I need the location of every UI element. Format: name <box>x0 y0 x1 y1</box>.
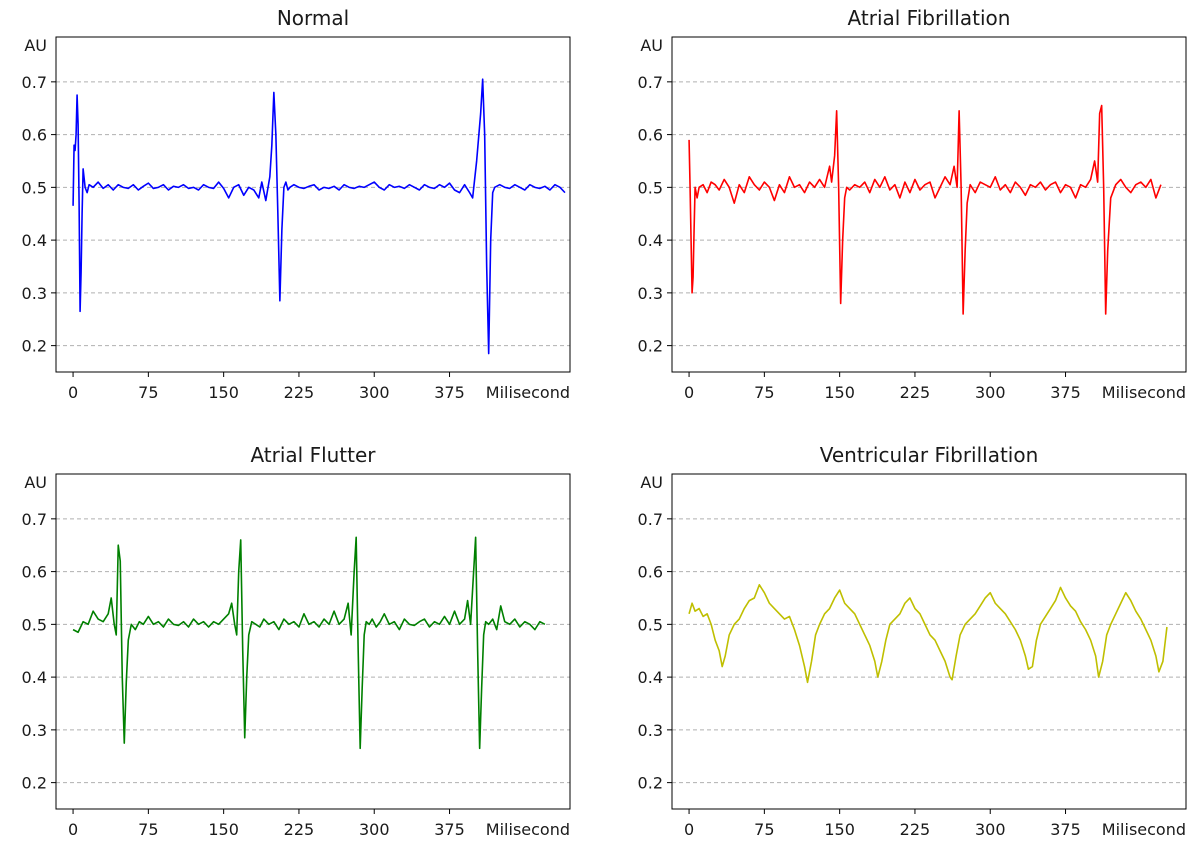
x-tick-label: 150 <box>208 383 239 402</box>
x-axis-label: Milisecond <box>1102 820 1186 839</box>
chart-title: Atrial Flutter <box>250 443 376 467</box>
series-line-atrial-flutter <box>72 536 546 750</box>
y-tick-label: 0.5 <box>638 615 663 634</box>
y-tick-label: 0.2 <box>638 774 663 793</box>
panel-ventricular-fibrillation: 0.2 0.3 0.4 0.5 0.6 0.7 0 75 150 225 300 375 Milisec… <box>638 443 1187 839</box>
y-tick-label: 0.2 <box>638 337 663 356</box>
chart-title: Ventricular Fibrillation <box>820 443 1039 467</box>
x-tick-label: 375 <box>1050 383 1081 402</box>
y-axis-label: AU <box>640 473 663 492</box>
x-tick-label: 0 <box>684 383 694 402</box>
x-tick-label: 225 <box>284 820 315 839</box>
chart-title: Normal <box>277 6 349 30</box>
y-tick-label: 0.7 <box>638 73 663 92</box>
x-tick-label: 150 <box>824 383 855 402</box>
x-tick-label: 375 <box>434 383 465 402</box>
plot-frame <box>55 36 571 373</box>
y-tick-label: 0.6 <box>22 126 47 145</box>
plot-frame <box>671 473 1187 810</box>
x-axis-label: Milisecond <box>1102 383 1186 402</box>
x-tick-label: 150 <box>824 820 855 839</box>
y-tick-label: 0.3 <box>22 284 47 303</box>
x-tick-label: 300 <box>975 820 1006 839</box>
series-line-ventricular-fibrillation <box>688 583 1168 684</box>
y-tick-label: 0.6 <box>638 126 663 145</box>
y-tick-label: 0.4 <box>22 231 47 250</box>
y-tick-label: 0.2 <box>22 337 47 356</box>
y-tick-label: 0.4 <box>638 231 663 250</box>
y-tick-label: 0.5 <box>638 178 663 197</box>
panel-atrial-flutter: 0.2 0.3 0.4 0.5 0.6 0.7 0 75 150 225 300 375 Milisec… <box>22 443 571 839</box>
y-tick-label: 0.5 <box>22 615 47 634</box>
y-axis-label: AU <box>24 473 47 492</box>
series-line-normal <box>72 78 566 355</box>
x-tick-label: 225 <box>900 820 931 839</box>
x-tick-label: 150 <box>208 820 239 839</box>
x-tick-label: 0 <box>68 820 78 839</box>
x-tick-label: 75 <box>138 820 158 839</box>
x-tick-label: 225 <box>284 383 315 402</box>
y-tick-label: 0.7 <box>22 73 47 92</box>
plot-frame <box>55 473 571 810</box>
y-tick-label: 0.3 <box>638 284 663 303</box>
y-tick-label: 0.3 <box>22 721 47 740</box>
panel-atrial-fibrillation: 0.2 0.3 0.4 0.5 0.6 0.7 0 75 150 225 300 375 Milisec… <box>638 6 1187 402</box>
y-axis-label: AU <box>24 36 47 55</box>
y-tick-label: 0.3 <box>638 721 663 740</box>
x-tick-label: 300 <box>975 383 1006 402</box>
x-tick-label: 75 <box>138 383 158 402</box>
plot-frame <box>671 36 1187 373</box>
y-tick-label: 0.7 <box>22 510 47 529</box>
y-tick-label: 0.6 <box>638 563 663 582</box>
x-axis-label: Milisecond <box>486 820 570 839</box>
x-tick-label: 375 <box>434 820 465 839</box>
x-tick-label: 300 <box>359 820 390 839</box>
x-tick-label: 375 <box>1050 820 1081 839</box>
y-tick-label: 0.7 <box>638 510 663 529</box>
y-tick-label: 0.2 <box>22 774 47 793</box>
y-tick-label: 0.4 <box>638 668 663 687</box>
panel-normal: 0.2 0.3 0.4 0.5 0.6 0.7 0 75 150 225 300 375 Milisec… <box>22 6 571 402</box>
x-tick-label: 0 <box>68 383 78 402</box>
y-tick-label: 0.5 <box>22 178 47 197</box>
x-tick-label: 75 <box>754 820 774 839</box>
y-axis-label: AU <box>640 36 663 55</box>
x-axis-label: Milisecond <box>486 383 570 402</box>
series-line-atrial-fibrillation <box>688 104 1162 315</box>
y-tick-label: 0.6 <box>22 563 47 582</box>
x-tick-label: 225 <box>900 383 931 402</box>
chart-title: Atrial Fibrillation <box>848 6 1011 30</box>
x-tick-label: 0 <box>684 820 694 839</box>
x-tick-label: 75 <box>754 383 774 402</box>
x-tick-label: 300 <box>359 383 390 402</box>
y-tick-label: 0.4 <box>22 668 47 687</box>
